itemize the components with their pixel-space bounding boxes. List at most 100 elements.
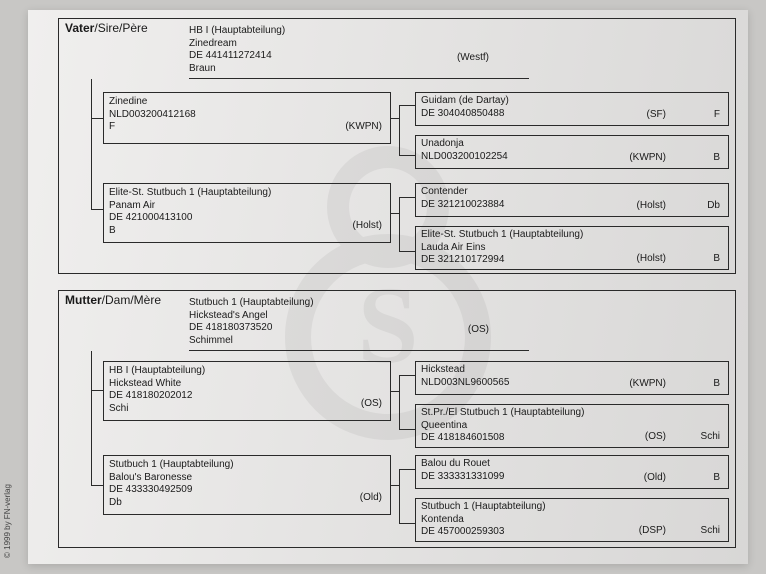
dgen3a-color: B (713, 378, 720, 391)
gen3d-breed: (Holst) (637, 253, 666, 266)
dgen3b-studbook: St.Pr./El Stutbuch 1 (Hauptabteilung) (421, 407, 723, 420)
dam-gen1-name: Hickstead's Angel (189, 310, 529, 323)
gen3b-id: NLD003200102254 (421, 151, 723, 164)
bracket (399, 251, 415, 252)
gen3d-color: B (713, 253, 720, 266)
bracket (399, 155, 415, 156)
bracket (391, 213, 399, 214)
gen3c-name: Contender (421, 186, 723, 199)
bracket (91, 351, 92, 485)
dam-gen3-sd: St.Pr./El Stutbuch 1 (Hauptabteilung) Qu… (415, 404, 729, 448)
dgen3d-color: Schi (701, 525, 720, 538)
dgen3a-id: NLD003NL9600565 (421, 377, 723, 390)
sire-gen1-color: Braun (189, 63, 529, 76)
dgen3b-name: Queentina (421, 420, 723, 433)
bracket (91, 390, 103, 391)
gen2b-breed: (Holst) (353, 220, 382, 233)
dam-gen3-dd: Stutbuch 1 (Hauptabteilung) Kontenda DE … (415, 498, 729, 542)
sire-gen1-studbook: HB I (Hauptabteilung) (189, 25, 529, 38)
dgen3a-name: Hickstead (421, 364, 723, 377)
gen2a-color: F (109, 121, 385, 134)
dgen3b-id: DE 418184601508 (421, 432, 723, 445)
dam-gen1: Stutbuch 1 (Hauptabteilung) Hickstead's … (189, 297, 529, 351)
sire-title-bold: Vater (65, 21, 94, 35)
dam-gen1-studbook: Stutbuch 1 (Hauptabteilung) (189, 297, 529, 310)
gen2a-name: Zinedine (109, 96, 385, 109)
bracket (399, 375, 400, 429)
sire-gen3-dd: Elite-St. Stutbuch 1 (Hauptabteilung) La… (415, 226, 729, 270)
gen2a-id: NLD003200412168 (109, 109, 385, 122)
dgen3d-breed: (DSP) (639, 525, 666, 538)
dam-gen1-color: Schimmel (189, 335, 529, 348)
dgen2b-id: DE 433330492509 (109, 484, 385, 497)
bracket (399, 105, 415, 106)
dgen2a-color: Schi (109, 403, 385, 416)
dam-gen1-breed: (OS) (468, 324, 489, 337)
bracket (399, 197, 415, 198)
dam-title: Mutter/Dam/Mère (65, 293, 161, 307)
sire-title: Vater/Sire/Père (65, 21, 148, 35)
bracket (91, 209, 103, 210)
dgen2b-name: Balou's Baronesse (109, 472, 385, 485)
dgen3d-name: Kontenda (421, 514, 723, 527)
sire-gen3-ss: Guidam (de Dartay) DE 304040850488 (SF) … (415, 92, 729, 126)
dgen3c-breed: (Old) (644, 472, 666, 485)
dgen3c-name: Balou du Rouet (421, 458, 723, 471)
bracket (91, 485, 103, 486)
gen3c-color: Db (707, 200, 720, 213)
dgen2b-breed: (Old) (360, 492, 382, 505)
bracket (391, 118, 399, 119)
sire-gen2-sire: Zinedine NLD003200412168 F (KWPN) (103, 92, 391, 144)
bracket (399, 523, 415, 524)
gen3d-studbook: Elite-St. Stutbuch 1 (Hauptabteilung) (421, 229, 723, 242)
gen3b-name: Unadonja (421, 138, 723, 151)
bracket (399, 429, 415, 430)
dgen3c-id: DE 333331331099 (421, 471, 723, 484)
gen2b-id: DE 421000413100 (109, 212, 385, 225)
dgen3d-studbook: Stutbuch 1 (Hauptabteilung) (421, 501, 723, 514)
sire-gen2-dam: Elite-St. Stutbuch 1 (Hauptabteilung) Pa… (103, 183, 391, 243)
dgen3b-breed: (OS) (645, 431, 666, 444)
dgen2a-name: Hickstead White (109, 378, 385, 391)
bracket (399, 375, 415, 376)
sire-section: Vater/Sire/Père HB I (Hauptabteilung) Zi… (58, 18, 736, 274)
sire-gen1-name: Zinedream (189, 38, 529, 51)
gen3b-color: B (713, 152, 720, 165)
gen3d-id: DE 321210172994 (421, 254, 723, 267)
dgen3b-color: Schi (701, 431, 720, 444)
sire-title-rest: /Sire/Père (94, 21, 147, 35)
dgen2b-color: Db (109, 497, 385, 510)
gen2b-name: Panam Air (109, 200, 385, 213)
dgen2b-studbook: Stutbuch 1 (Hauptabteilung) (109, 459, 385, 472)
bracket (91, 118, 103, 119)
bracket (391, 485, 399, 486)
gen3a-breed: (SF) (647, 109, 666, 122)
dam-gen3-ds: Balou du Rouet DE 333331331099 (Old) B (415, 455, 729, 489)
dam-gen3-ss: Hickstead NLD003NL9600565 (KWPN) B (415, 361, 729, 395)
gen2b-studbook: Elite-St. Stutbuch 1 (Hauptabteilung) (109, 187, 385, 200)
sire-gen3-ds: Contender DE 321210023884 (Holst) Db (415, 183, 729, 217)
copyright-text: © 1999 by FN-verlag (3, 484, 12, 558)
pedigree-page: S Vater/Sire/Père HB I (Hauptabteilung) … (28, 10, 748, 564)
dgen3a-breed: (KWPN) (629, 378, 666, 391)
gen2a-breed: (KWPN) (345, 121, 382, 134)
gen3a-name: Guidam (de Dartay) (421, 95, 723, 108)
bracket (399, 197, 400, 251)
bracket (391, 391, 399, 392)
dam-gen2-dam: Stutbuch 1 (Hauptabteilung) Balou's Baro… (103, 455, 391, 515)
gen3c-breed: (Holst) (637, 200, 666, 213)
gen3a-id: DE 304040850488 (421, 108, 723, 121)
gen3d-name: Lauda Air Eins (421, 242, 723, 255)
bracket (399, 469, 415, 470)
dgen2a-id: DE 418180202012 (109, 390, 385, 403)
dgen2a-breed: (OS) (361, 398, 382, 411)
dgen3d-id: DE 457000259303 (421, 526, 723, 539)
bracket (91, 79, 92, 209)
sire-gen3-sd: Unadonja NLD003200102254 (KWPN) B (415, 135, 729, 169)
dgen2a-studbook: HB I (Hauptabteilung) (109, 365, 385, 378)
dam-section: Mutter/Dam/Mère Stutbuch 1 (Hauptabteilu… (58, 290, 736, 548)
dam-gen2-sire: HB I (Hauptabteilung) Hickstead White DE… (103, 361, 391, 421)
sire-gen1: HB I (Hauptabteilung) Zinedream DE 44141… (189, 25, 529, 79)
gen3a-color: F (714, 109, 720, 122)
dgen3c-color: B (713, 472, 720, 485)
